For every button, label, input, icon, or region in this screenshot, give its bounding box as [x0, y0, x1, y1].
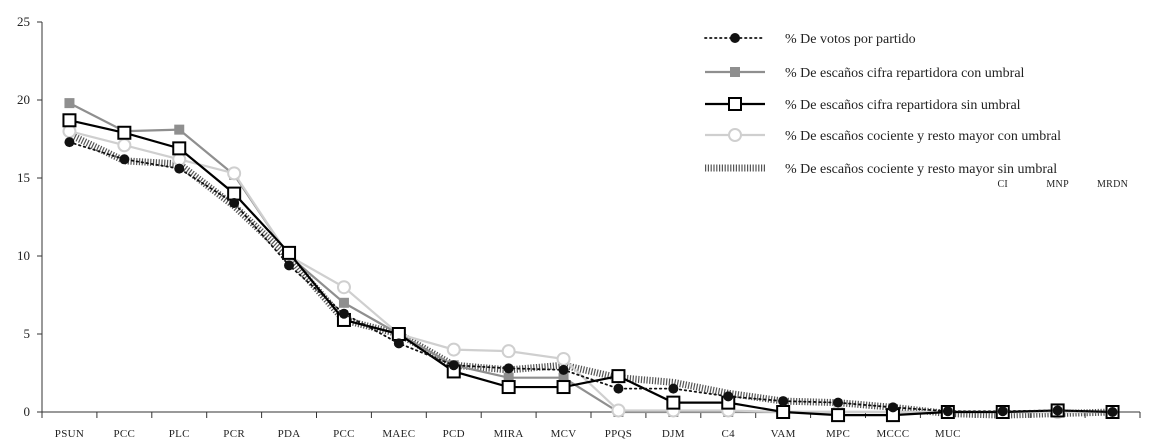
- data-point: [558, 364, 569, 375]
- legend-marker: [730, 67, 740, 77]
- legend-entry: % De escaños cociente y resto mayor sin …: [705, 162, 1057, 177]
- x-tick-label-upper: MNP: [1046, 179, 1069, 190]
- data-point: [611, 369, 626, 384]
- data-point: [64, 137, 75, 148]
- x-tick-label: PSUN: [55, 428, 84, 440]
- y-tick-label: 10: [17, 248, 30, 263]
- data-point: [1107, 407, 1118, 417]
- x-tick-label: PCR: [223, 428, 245, 440]
- data-point: [997, 406, 1008, 417]
- series-layer: [62, 98, 1120, 423]
- x-tick-label-upper: CI: [997, 179, 1008, 190]
- data-point: [611, 403, 626, 418]
- data-point: [284, 260, 295, 271]
- data-point: [556, 351, 571, 366]
- x-tick-label: PPQS: [605, 428, 633, 440]
- legend-entry: % De escaños cifra repartidora con umbra…: [705, 66, 1025, 81]
- data-point: [501, 380, 516, 395]
- y-tick-label: 25: [17, 14, 30, 29]
- data-point: [503, 363, 514, 374]
- data-point: [174, 163, 185, 174]
- y-tick-label: 15: [17, 170, 30, 185]
- data-point: [174, 124, 185, 135]
- x-tick-label: MCCC: [876, 428, 909, 440]
- series-0: [64, 137, 1118, 417]
- x-tick-label: PDA: [278, 428, 301, 440]
- x-tick-label: MAEC: [382, 428, 415, 440]
- data-point: [613, 383, 624, 394]
- data-point: [556, 380, 571, 395]
- y-tick-label: 0: [24, 404, 31, 419]
- data-point: [723, 391, 734, 402]
- legend-entry: % De escaños cociente y resto mayor con …: [705, 128, 1061, 144]
- legend-entry: % De votos por partido: [704, 32, 916, 47]
- x-tick-label: PCC: [113, 428, 135, 440]
- y-tick-label: 20: [17, 92, 30, 107]
- x-tick-label: C4: [722, 428, 736, 440]
- data-point: [229, 197, 240, 208]
- data-point: [282, 245, 297, 260]
- data-point: [887, 402, 898, 413]
- data-point: [503, 372, 514, 383]
- x-tick-label: PCC: [333, 428, 355, 440]
- data-point: [448, 360, 459, 371]
- data-point: [391, 327, 406, 341]
- x-tick-label: PCD: [443, 428, 465, 440]
- legend-marker: [730, 33, 740, 43]
- legend-marker: [728, 128, 742, 142]
- data-point: [62, 113, 77, 128]
- data-point: [778, 396, 789, 407]
- legend-marker: [728, 97, 742, 111]
- series-line: [68, 141, 1114, 413]
- data-point: [227, 186, 242, 201]
- series-line: [69, 119, 1113, 417]
- legend-entry: % De escaños cifra repartidora sin umbra…: [705, 97, 1021, 113]
- data-point: [501, 344, 516, 359]
- data-point: [172, 141, 187, 156]
- y-tick-label: 5: [24, 326, 31, 341]
- x-tick-label: DJM: [662, 428, 685, 440]
- series-1: [64, 98, 1118, 417]
- legend-label: % De escaños cifra repartidora con umbra…: [785, 66, 1025, 81]
- x-tick-label: MIRA: [494, 428, 524, 440]
- legend-label: % De escaños cociente y resto mayor con …: [785, 129, 1061, 144]
- data-point: [393, 338, 404, 349]
- data-point: [117, 138, 132, 153]
- data-point: [666, 395, 681, 410]
- x-tick-label: MPC: [826, 428, 850, 440]
- x-tick-label: VAM: [771, 428, 796, 440]
- x-tick-label: PLC: [169, 428, 190, 440]
- data-point: [446, 342, 461, 357]
- data-point: [338, 308, 349, 319]
- series-line: [68, 102, 1113, 414]
- x-tick-label: MUC: [935, 428, 961, 440]
- data-point: [831, 408, 846, 423]
- axes: 0 5 10 15 20 25 PSUN PCC PLC PCR PDA PCC MAEC PCD MIRA…: [17, 14, 1141, 440]
- data-point: [336, 280, 351, 295]
- data-point: [64, 98, 75, 109]
- legend-label: % De escaños cifra repartidora sin umbra…: [785, 98, 1021, 113]
- x-tick-label: MCV: [551, 428, 577, 440]
- legend-label: % De escaños cociente y resto mayor sin …: [785, 162, 1057, 177]
- legend-label: % De votos por partido: [785, 32, 916, 47]
- legend: % De votos por partido % De escaños cifra…: [704, 32, 1061, 177]
- data-point: [833, 397, 844, 408]
- data-point: [776, 405, 791, 419]
- data-point: [119, 154, 130, 165]
- data-point: [227, 166, 242, 181]
- x-tick-label-upper: MRDN: [1097, 179, 1128, 190]
- data-point: [558, 372, 569, 383]
- series-2: [62, 113, 1120, 423]
- data-point: [338, 297, 349, 308]
- data-point: [117, 125, 132, 140]
- data-point: [942, 406, 953, 417]
- data-point: [668, 383, 679, 394]
- data-point: [1052, 405, 1063, 416]
